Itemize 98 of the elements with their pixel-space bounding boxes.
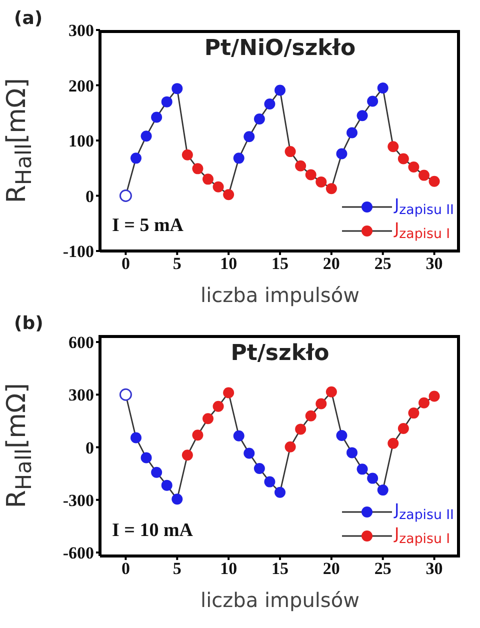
point (151, 466, 162, 478)
x-tick-label: 15 (272, 559, 288, 578)
annotation: I = 10 mA (112, 520, 194, 542)
x-tick-label: 5 (172, 254, 182, 274)
point (305, 410, 316, 422)
point (326, 386, 337, 398)
point (356, 110, 368, 122)
point (119, 388, 132, 401)
text: (b) (14, 313, 44, 334)
point (295, 160, 306, 172)
y-tick-label: -100 (62, 242, 94, 262)
point (223, 387, 234, 398)
point (254, 462, 265, 474)
x-tick-label: 0 (121, 559, 130, 578)
y-tick-label: -600 (62, 544, 94, 563)
text: (a) (14, 8, 43, 29)
y-tick-label: 100 (68, 132, 94, 151)
x-axis-title: liczba impulsów (200, 283, 360, 307)
point (367, 96, 378, 107)
point (161, 96, 172, 108)
legend-label: J$_{zapisu I}$ (394, 219, 450, 243)
point (182, 149, 193, 160)
y-tick-label: 0 (86, 186, 94, 206)
x-tick-label: 30 (426, 254, 443, 274)
point (418, 170, 430, 181)
point (367, 472, 378, 484)
point (316, 176, 327, 188)
point (212, 181, 224, 192)
point (336, 430, 348, 441)
x-tick-label: 15 (272, 254, 288, 274)
x-tick-label: 5 (172, 559, 182, 578)
point (192, 163, 204, 174)
point (264, 476, 276, 488)
point (254, 113, 265, 124)
point (202, 413, 214, 424)
point (388, 438, 399, 449)
x-tick-label: 10 (220, 559, 238, 578)
point (377, 484, 388, 496)
point (346, 447, 358, 458)
point (388, 141, 399, 152)
point (233, 152, 244, 164)
point (274, 84, 286, 96)
point (336, 148, 348, 160)
point (172, 83, 183, 94)
y-tick-label: 0 (86, 438, 94, 458)
point (223, 189, 234, 200)
point (398, 422, 409, 434)
x-tick-label: 30 (426, 559, 443, 578)
chart-title: Pt/NiO/szkło (203, 36, 357, 61)
point (398, 153, 409, 164)
point (284, 441, 296, 452)
point (202, 174, 214, 185)
point (264, 98, 276, 110)
point (161, 480, 172, 491)
x-tick-label: 25 (374, 559, 392, 578)
y-tick-label: -300 (62, 490, 94, 510)
point (244, 448, 255, 459)
point (428, 390, 440, 402)
y-tick-label: 300 (68, 386, 94, 405)
point (119, 190, 132, 202)
x-tick-label: 25 (374, 254, 392, 274)
point (418, 397, 430, 408)
legend-label: J$_{zapisu I}$ (394, 524, 450, 548)
chart-title: Pt/szkło (230, 341, 330, 366)
point (140, 452, 152, 464)
annotation: I = 5 mA (112, 215, 184, 237)
point (377, 82, 388, 94)
point (151, 112, 162, 123)
point (172, 494, 183, 505)
x-tick-label: 10 (220, 254, 238, 274)
point (346, 127, 358, 138)
point (316, 398, 327, 410)
point (244, 131, 255, 142)
point (356, 464, 368, 475)
x-tick-label: 20 (322, 254, 340, 274)
x-tick-label: 20 (322, 559, 340, 578)
point (233, 430, 244, 442)
x-axis-title: liczba impulsów (200, 588, 360, 612)
point (408, 162, 420, 173)
point (130, 152, 142, 164)
point (274, 486, 286, 498)
legend-label: J$_{zapisu II}$ (394, 195, 454, 219)
point (284, 146, 296, 158)
x-tick-label: 0 (121, 254, 130, 274)
point (295, 424, 306, 435)
legend-label: J$_{zapisu II}$ (394, 500, 454, 524)
point (130, 432, 142, 444)
y-tick-label: 600 (68, 333, 94, 352)
point (192, 430, 204, 441)
point (212, 400, 224, 412)
point (140, 130, 152, 142)
point (428, 176, 440, 187)
y-tick-label: 300 (68, 21, 94, 40)
point (305, 169, 316, 180)
y-tick-label: 200 (68, 76, 94, 96)
point (182, 450, 193, 461)
point (326, 183, 337, 194)
point (408, 408, 420, 419)
